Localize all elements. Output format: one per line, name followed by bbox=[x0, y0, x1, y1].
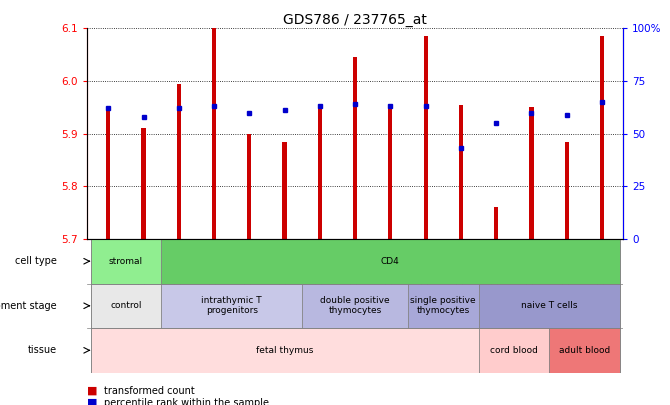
Text: intrathymic T
progenitors: intrathymic T progenitors bbox=[202, 296, 262, 315]
Title: GDS786 / 237765_at: GDS786 / 237765_at bbox=[283, 13, 427, 27]
Text: CD4: CD4 bbox=[381, 257, 400, 266]
Bar bbox=[106, 110, 111, 239]
Text: cord blood: cord blood bbox=[490, 346, 538, 355]
Bar bbox=[283, 141, 287, 239]
Text: control: control bbox=[110, 301, 141, 310]
Bar bbox=[388, 104, 393, 239]
Bar bbox=[459, 104, 463, 239]
Bar bbox=[90, 328, 478, 373]
Bar bbox=[423, 36, 427, 239]
Bar bbox=[353, 57, 357, 239]
Bar bbox=[408, 284, 478, 328]
Bar bbox=[478, 284, 620, 328]
Bar bbox=[141, 128, 145, 239]
Bar bbox=[212, 28, 216, 239]
Bar bbox=[318, 107, 322, 239]
Bar bbox=[177, 83, 181, 239]
Text: transformed count: transformed count bbox=[104, 386, 194, 396]
Bar bbox=[161, 239, 620, 284]
Bar bbox=[161, 284, 302, 328]
Text: stromal: stromal bbox=[109, 257, 143, 266]
Text: single positive
thymocytes: single positive thymocytes bbox=[411, 296, 476, 315]
Text: ■: ■ bbox=[87, 398, 98, 405]
Text: double positive
thymocytes: double positive thymocytes bbox=[320, 296, 390, 315]
Text: tissue: tissue bbox=[28, 345, 57, 355]
Bar bbox=[600, 36, 604, 239]
Bar bbox=[494, 207, 498, 239]
Bar bbox=[549, 328, 620, 373]
Text: naive T cells: naive T cells bbox=[521, 301, 578, 310]
Text: development stage: development stage bbox=[0, 301, 57, 311]
Text: cell type: cell type bbox=[15, 256, 57, 266]
Bar bbox=[565, 141, 569, 239]
Bar bbox=[90, 239, 161, 284]
Bar bbox=[529, 107, 533, 239]
Text: ■: ■ bbox=[87, 386, 98, 396]
Text: fetal thymus: fetal thymus bbox=[256, 346, 314, 355]
Bar bbox=[302, 284, 408, 328]
Bar bbox=[247, 134, 251, 239]
Text: adult blood: adult blood bbox=[559, 346, 610, 355]
Bar bbox=[478, 328, 549, 373]
Bar bbox=[90, 284, 161, 328]
Text: percentile rank within the sample: percentile rank within the sample bbox=[104, 398, 269, 405]
